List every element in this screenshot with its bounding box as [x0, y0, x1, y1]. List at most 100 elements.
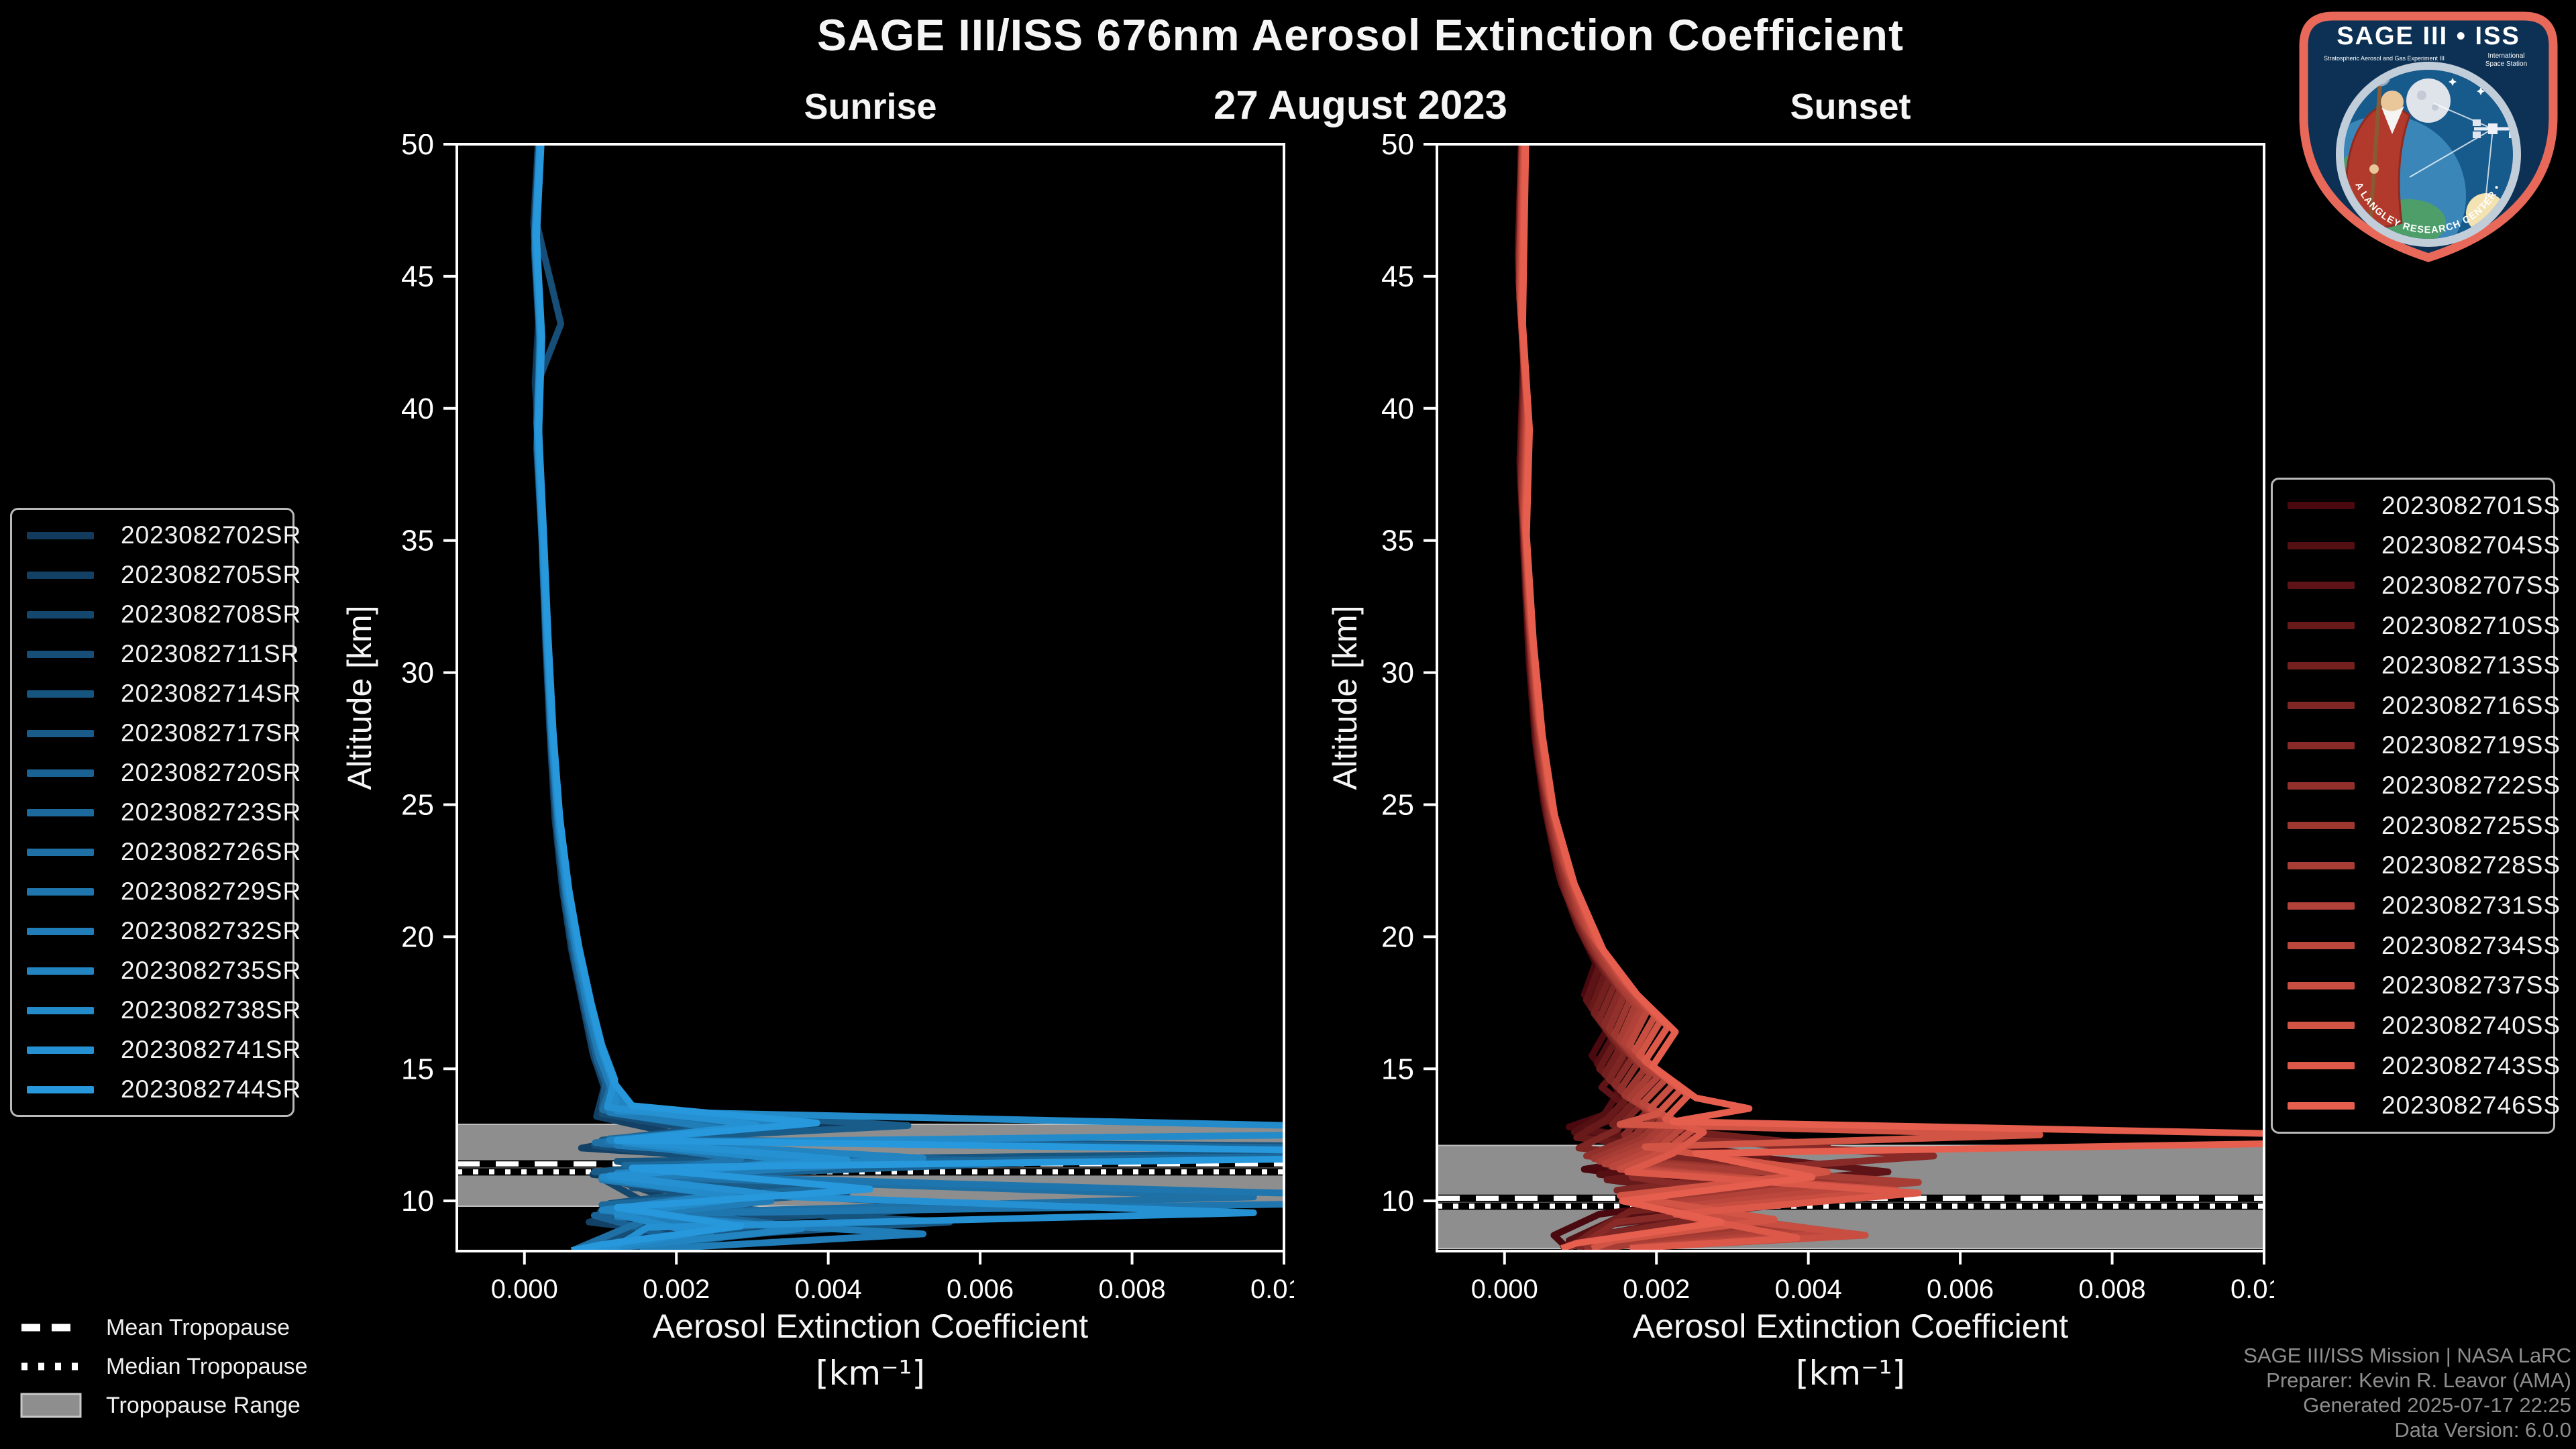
sunset-y-tick-label: 25: [1381, 788, 1414, 821]
sunrise-x-tick-label: 0.000: [491, 1275, 558, 1304]
legend-item-2023082704SS: 2023082704SS: [2273, 531, 2560, 559]
sunset-y-tick-label: 40: [1381, 392, 1414, 425]
sunset-x-tick-label: 0.002: [1623, 1275, 1690, 1304]
legend-label: 2023082729SR: [121, 877, 302, 905]
legend-line-swatch: [2288, 1102, 2355, 1110]
sunset-y-tick-label: 35: [1381, 525, 1414, 557]
legend-label: 2023082740SS: [2381, 1011, 2561, 1039]
profile-2023082746SS: [1519, 144, 2264, 1251]
legend-item-2023082708SR: 2023082708SR: [12, 600, 301, 629]
sunrise-profiles: [530, 144, 1284, 1251]
mean-tropopause-dash-swatch: [21, 1324, 80, 1332]
legend-label: 2023082734SS: [2381, 931, 2561, 959]
legend-line-swatch: [2288, 981, 2355, 989]
legend-line-swatch: [2288, 702, 2355, 710]
legend-label: 2023082746SS: [2381, 1091, 2561, 1120]
credit-preparer: Preparer: Kevin R. Leavor (AMA): [2266, 1368, 2571, 1392]
profile-2023082744SR: [533, 144, 1284, 1251]
legend-item-2023082746SS: 2023082746SS: [2273, 1091, 2560, 1120]
profile-2023082743SS: [1518, 144, 1922, 1251]
legend-line-swatch: [2288, 1022, 2355, 1030]
logo-moon: [2406, 78, 2451, 123]
sage-iss-mission-logo: SAGE III • ISS Stratospheric Aerosol and…: [2285, 1, 2558, 262]
sunrise-y-tick-label: 15: [401, 1053, 434, 1085]
sunset-y-tick-label: 15: [1381, 1053, 1414, 1085]
tropopause-range-swatch: [20, 1393, 82, 1418]
sunset-y-tick-label: 20: [1381, 920, 1414, 953]
legend-line-swatch: [27, 769, 94, 777]
legend-line-swatch: [2288, 582, 2355, 590]
legend-label: 2023082719SS: [2381, 731, 2561, 759]
legend-item-2023082702SR: 2023082702SR: [12, 521, 301, 549]
legend-line-swatch: [27, 1046, 94, 1054]
legend-item-2023082723SR: 2023082723SR: [12, 798, 301, 826]
legend-item-2023082717SR: 2023082717SR: [12, 719, 301, 747]
legend-label: 2023082702SR: [121, 521, 302, 549]
legend-line-swatch: [2288, 782, 2355, 790]
sunrise-y-tick-label: 25: [401, 788, 434, 821]
legend-item-2023082720SR: 2023082720SR: [12, 759, 301, 787]
legend-item-2023082719SS: 2023082719SS: [2273, 731, 2560, 759]
profile-2023082738SR: [531, 144, 1284, 1251]
legend-label: 2023082705SR: [121, 561, 302, 588]
legend-label: 2023082711SR: [121, 640, 300, 667]
sunrise-plot: 0.000 0.002 0.004 0.006 0.008 0.010 50 45 40 35 30…: [401, 134, 1294, 1304]
legend-line-swatch: [27, 571, 94, 579]
credit-mission: SAGE III/ISS Mission | NASA LaRC: [2243, 1344, 2571, 1367]
legend-line-swatch: [2288, 661, 2355, 669]
profile-2023082740SS: [1517, 144, 2043, 1251]
sunset-x-tick-label: 0.000: [1471, 1275, 1538, 1304]
sunset-profiles: [1515, 144, 2264, 1251]
sunset-y-tick-label: 45: [1381, 260, 1414, 293]
legend-item-2023082710SS: 2023082710SS: [2273, 612, 2560, 640]
sunrise-y-tick-label: 45: [401, 260, 434, 293]
legend-item-2023082722SS: 2023082722SS: [2273, 771, 2560, 800]
profile-2023082737SS: [1517, 144, 1899, 1251]
profile-2023082729SR: [532, 144, 1284, 1251]
legend-item-2023082728SS: 2023082728SS: [2273, 851, 2560, 879]
legend-label: 2023082710SS: [2381, 611, 2561, 639]
credits-block: SAGE III/ISS Mission | NASA LaRC Prepare…: [2243, 1343, 2571, 1442]
legend-line-swatch: [27, 1085, 94, 1093]
sunrise-y-tick-label: 30: [401, 657, 434, 690]
legend-line-swatch: [27, 967, 94, 975]
legend-label: 2023082717SR: [121, 719, 302, 747]
legend-label: 2023082701SS: [2381, 491, 2561, 519]
sunrise-axes-frame: [455, 143, 1285, 1252]
profile-2023082702SR: [530, 144, 847, 1251]
median-tropopause-label: Median Tropopause: [106, 1353, 308, 1379]
credit-data-version: Data Version: 6.0.0: [2394, 1418, 2571, 1442]
father-time-figure: [2345, 70, 2411, 229]
legend-item-2023082707SS: 2023082707SS: [2273, 572, 2560, 600]
sunset-x-tick-label: 0.006: [1927, 1275, 1994, 1304]
legend-line-swatch: [2288, 942, 2355, 950]
legend-line-swatch: [27, 531, 94, 539]
profile-2023082728SS: [1517, 144, 1922, 1251]
page-title: SAGE III/ISS 676nm Aerosol Extinction Co…: [817, 10, 1904, 60]
sunset-x-tick-label: 0.004: [1775, 1275, 1842, 1304]
legend-item-2023082713SS: 2023082713SS: [2273, 651, 2560, 680]
legend-item-2023082714SR: 2023082714SR: [12, 680, 301, 708]
legend-label: 2023082720SR: [121, 759, 302, 786]
sunrise-panel-title: Sunrise: [804, 87, 937, 127]
sunrise-x-tick-label: 0.008: [1098, 1275, 1165, 1304]
legend-item-2023082701SS: 2023082701SS: [2273, 492, 2560, 520]
legend-line-swatch: [27, 610, 94, 619]
legend-line-swatch: [2288, 741, 2355, 749]
profile-2023082741SR: [532, 144, 1257, 1251]
legend-item-2023082735SR: 2023082735SR: [12, 957, 301, 985]
x-axis-label-sunset: Aerosol Extinction Coefficient: [1632, 1307, 2069, 1345]
y-axis-label-sunrise: Altitude [km]: [341, 605, 378, 790]
legend-line-swatch: [27, 848, 94, 856]
median-tropopause-dot-swatch: [21, 1362, 80, 1371]
profile-2023082713SS: [1516, 144, 1854, 1251]
sunrise-legend: 2023082702SR 2023082705SR 2023082708SR 2023…: [10, 508, 301, 1117]
legend-item-2023082729SR: 2023082729SR: [12, 877, 301, 906]
legend-line-swatch: [2288, 502, 2355, 510]
tropopause-range-label: Tropopause Range: [106, 1392, 301, 1418]
legend-label: 2023082723SR: [121, 798, 302, 826]
profile-2023082734SS: [1517, 144, 1862, 1251]
subtitle-date: 27 August 2023: [1214, 83, 1507, 127]
sunrise-x-tick-label: 0.010: [1250, 1275, 1294, 1304]
legend-label: 2023082744SR: [121, 1075, 302, 1103]
